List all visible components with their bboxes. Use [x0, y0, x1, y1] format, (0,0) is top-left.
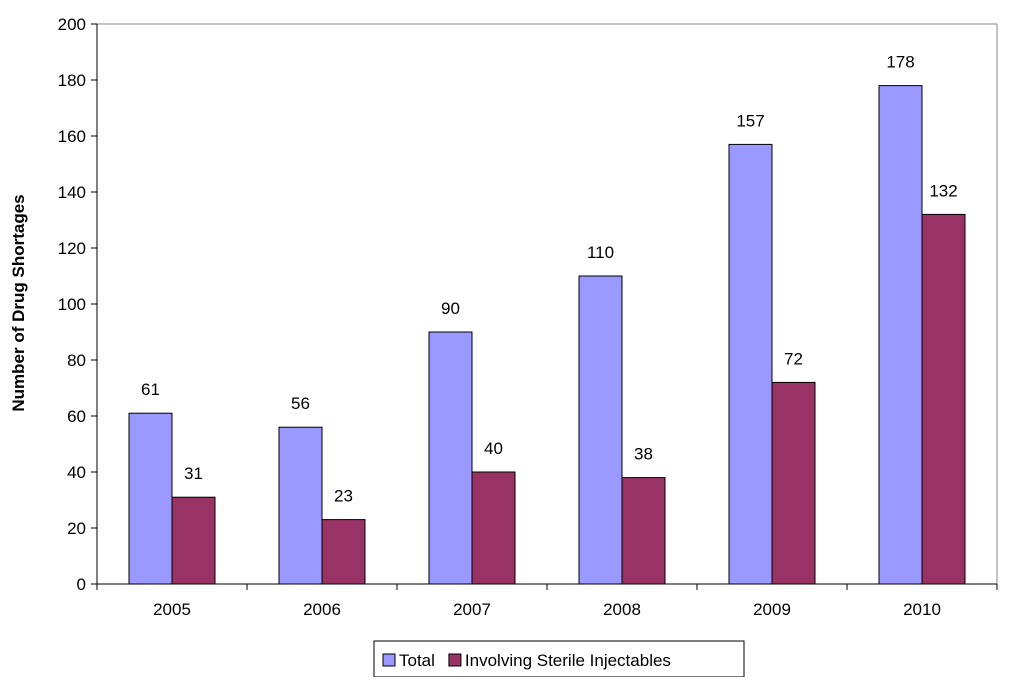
y-tick-label: 120	[58, 239, 86, 258]
x-tick-label: 2010	[903, 600, 941, 619]
x-tick-label: 2008	[603, 600, 641, 619]
data-label: 23	[334, 487, 353, 506]
bar-sterile-injectables	[771, 381, 816, 585]
y-tick-label: 100	[58, 295, 86, 314]
y-tick-label: 80	[67, 351, 86, 370]
legend: Total Involving Sterile Injectables	[373, 640, 745, 678]
legend-label: Involving Sterile Injectables	[465, 651, 671, 670]
legend-swatch	[448, 653, 462, 667]
bar-sterile-injectables	[471, 471, 516, 585]
bar-total	[878, 85, 923, 585]
y-tick-label: 60	[67, 407, 86, 426]
y-tick-label: 140	[58, 183, 86, 202]
bar-total	[578, 275, 623, 585]
y-tick-label: 200	[58, 15, 86, 34]
data-label: 90	[441, 299, 460, 318]
plot-area: 0 20 40 60 80 100 120 140 160 180 200 61 31 2005 56 23 2…	[58, 15, 998, 619]
bar-sterile-injectables	[171, 496, 216, 585]
y-tick-label: 0	[77, 575, 86, 594]
x-tick-label: 2007	[453, 600, 491, 619]
x-tick-label: 2006	[303, 600, 341, 619]
bar-total	[128, 412, 173, 585]
y-tick-label: 20	[67, 519, 86, 538]
data-label: 40	[484, 439, 503, 458]
bar-total	[728, 143, 773, 585]
data-label: 110	[587, 243, 614, 262]
data-label: 72	[784, 349, 803, 368]
legend-label: Total	[399, 651, 435, 670]
y-tick-label: 40	[67, 463, 86, 482]
y-tick-label: 160	[58, 127, 86, 146]
x-tick-label: 2009	[753, 600, 791, 619]
data-label: 132	[929, 181, 957, 200]
data-label: 61	[141, 380, 160, 399]
data-label: 38	[634, 445, 653, 464]
data-label: 31	[184, 464, 203, 483]
bar-total	[428, 331, 473, 585]
y-tick-label: 180	[58, 71, 86, 90]
bar-total	[278, 426, 323, 585]
legend-swatch	[382, 653, 396, 667]
bar-sterile-injectables	[921, 213, 966, 585]
bar-sterile-injectables	[621, 477, 666, 585]
bar-sterile-injectables	[321, 519, 366, 585]
y-axis-title: Number of Drug Shortages	[9, 194, 28, 411]
x-tick-label: 2005	[153, 600, 191, 619]
data-label: 157	[736, 111, 764, 130]
data-label: 178	[886, 53, 914, 72]
data-label: 56	[291, 394, 310, 413]
